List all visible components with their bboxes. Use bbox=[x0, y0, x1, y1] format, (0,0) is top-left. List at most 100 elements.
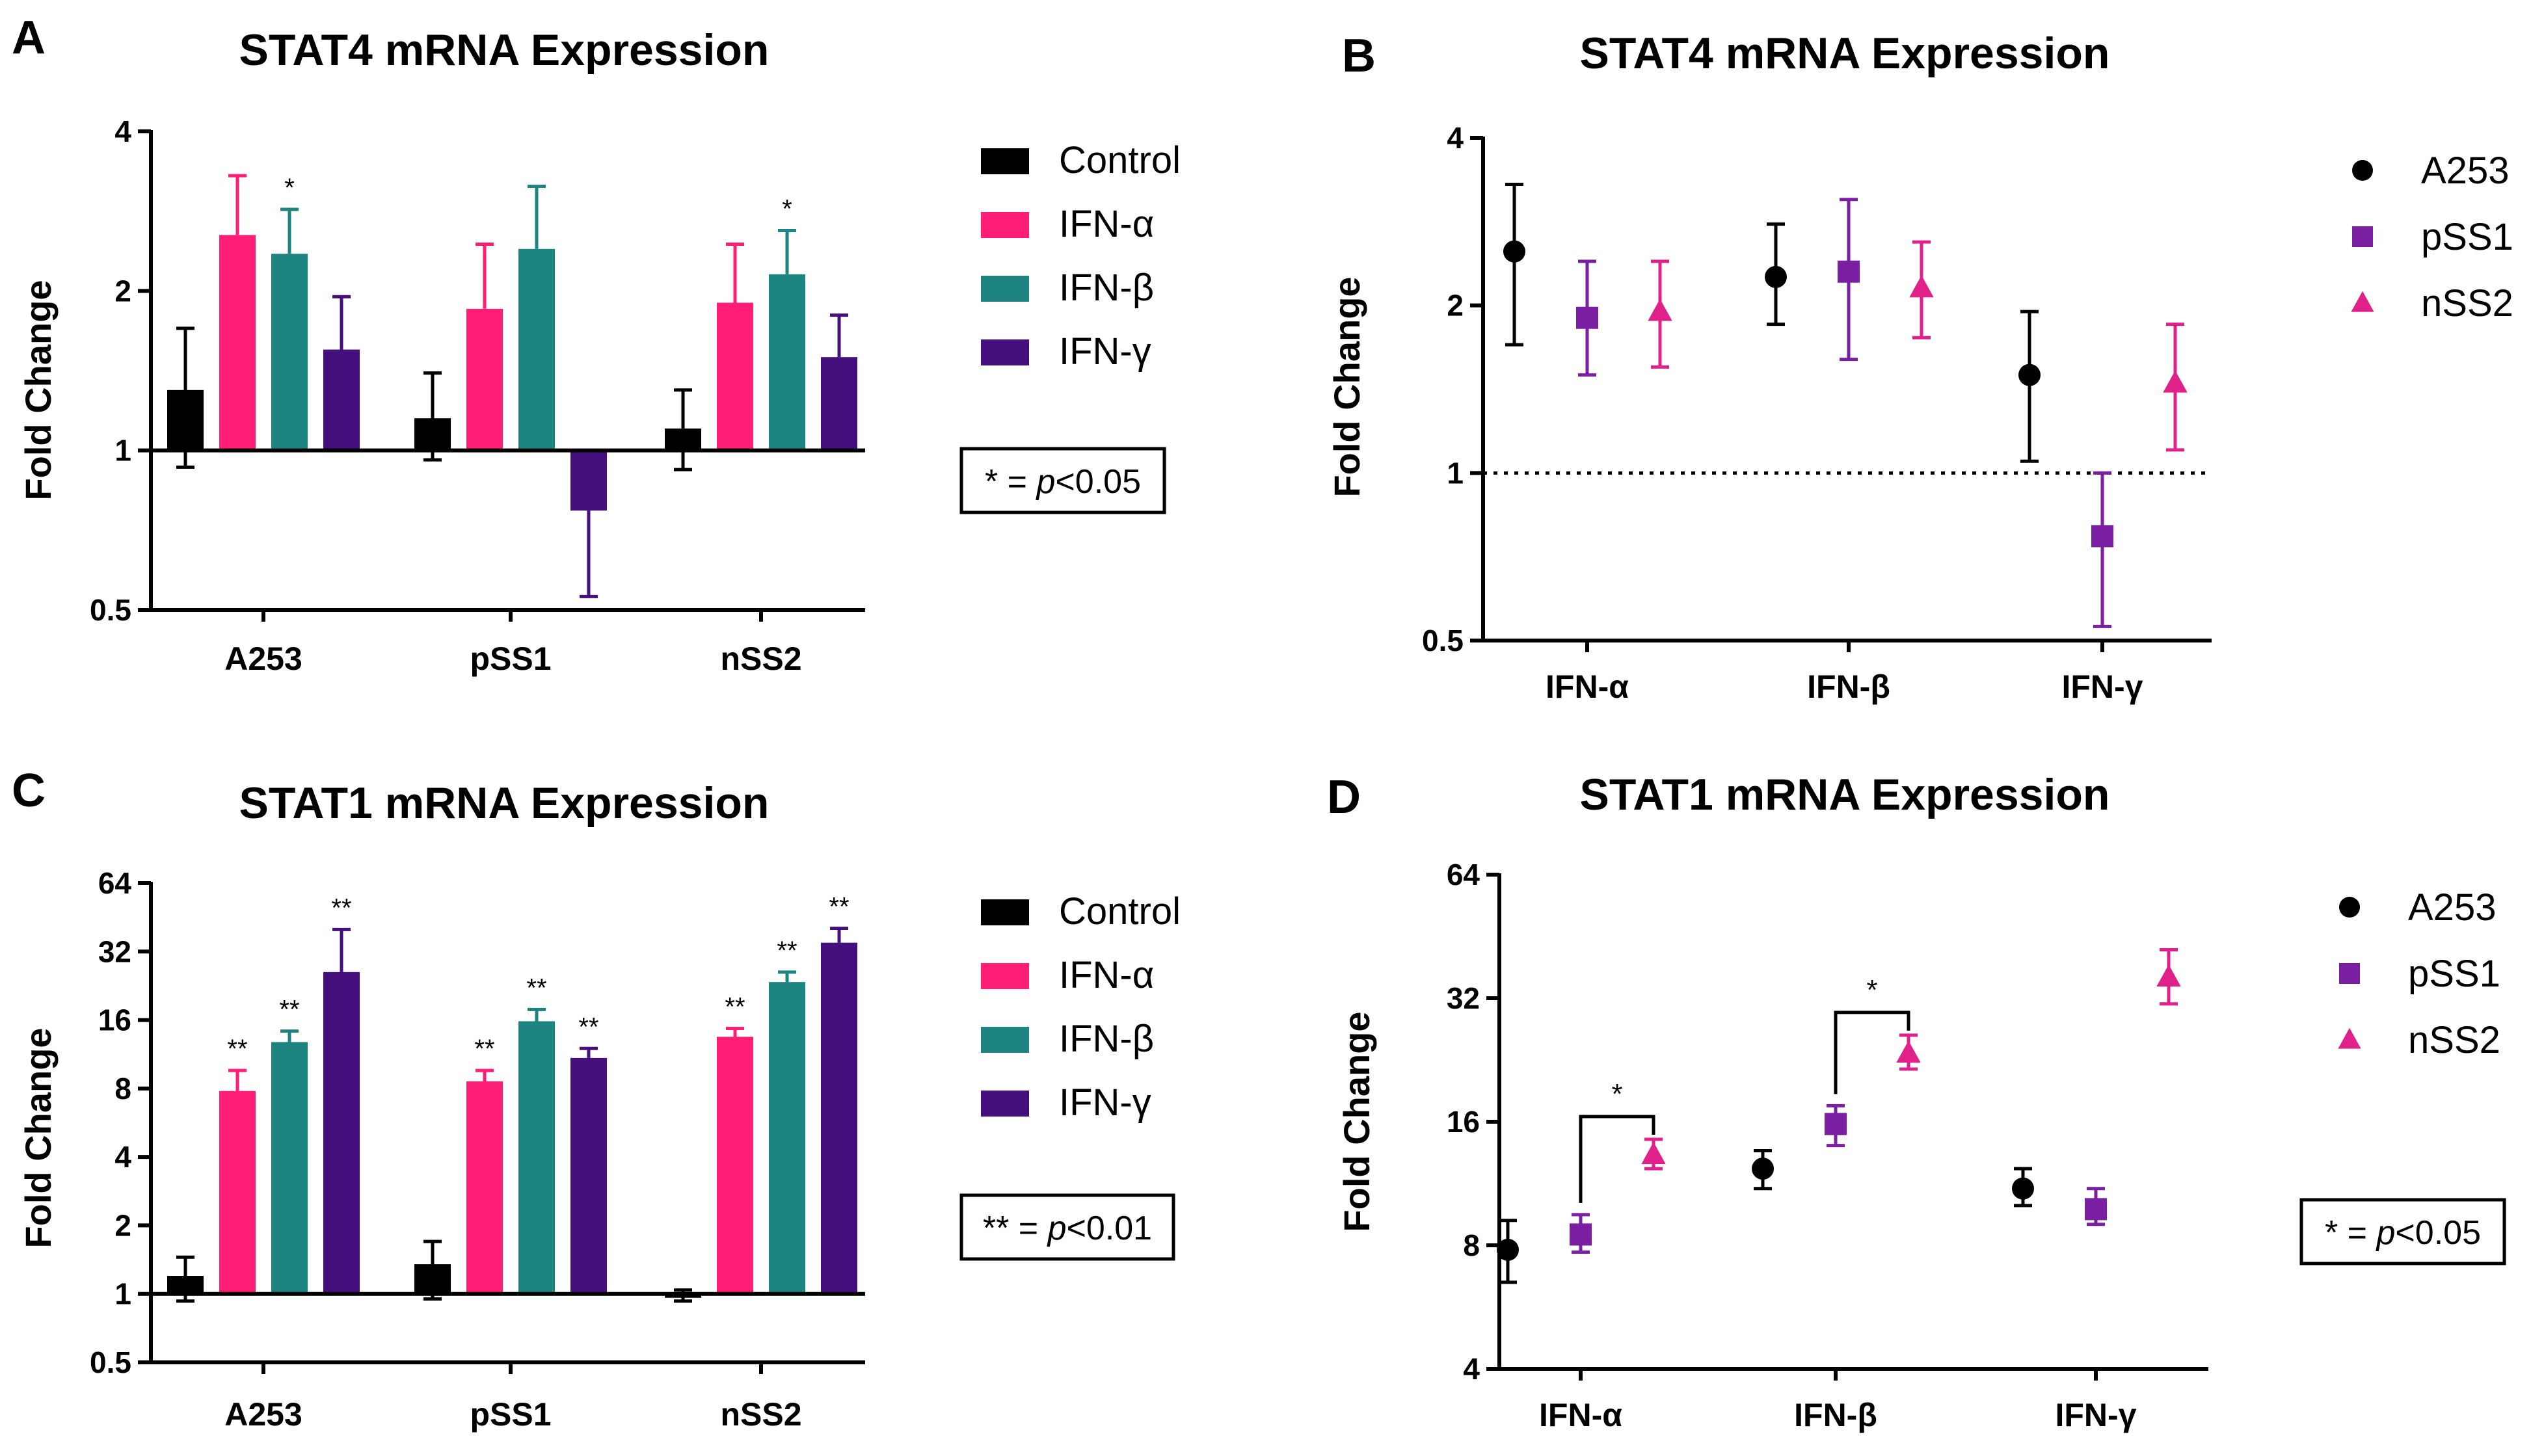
legend-label: Control bbox=[1059, 890, 1181, 933]
panel-a: A STAT4 mRNA Expression Fold Change * * 0.… bbox=[12, 12, 1181, 677]
y-tick-label: 4 bbox=[114, 1140, 131, 1174]
y-tick-label: 2 bbox=[114, 1208, 131, 1242]
point-marker bbox=[2018, 364, 2041, 386]
point-marker bbox=[2156, 964, 2181, 987]
x-tick-label: IFN-β bbox=[1807, 668, 1890, 705]
significance-mark: * bbox=[284, 174, 295, 202]
legend-label: A253 bbox=[2421, 150, 2509, 192]
legend: Control IFN-α IFN-β IFN-γ bbox=[981, 139, 1181, 373]
point-marker bbox=[2352, 160, 2373, 181]
significance-key: ** = p<0.01 bbox=[959, 1193, 1175, 1261]
point-marker bbox=[1909, 275, 1934, 298]
bar bbox=[717, 302, 753, 451]
point-marker bbox=[1825, 1113, 1847, 1135]
y-tick-label: 0.5 bbox=[90, 593, 131, 627]
point-marker bbox=[2339, 897, 2360, 918]
y-tick-label: 4 bbox=[1463, 1352, 1480, 1386]
significance-key-text: * = p<0.05 bbox=[2325, 1214, 2481, 1252]
legend-swatch bbox=[981, 1091, 1029, 1117]
point-marker bbox=[2351, 291, 2374, 312]
bar bbox=[271, 1042, 308, 1294]
point-marker bbox=[1648, 298, 1672, 321]
significance-mark: ** bbox=[777, 936, 797, 965]
significance-mark: ** bbox=[526, 973, 546, 1002]
significance-mark: ** bbox=[331, 893, 351, 922]
significance-key-text: * = p<0.05 bbox=[985, 463, 1141, 501]
point-marker bbox=[1641, 1142, 1666, 1165]
legend-label: A253 bbox=[2408, 886, 2496, 929]
y-tick-label: 1 bbox=[114, 434, 131, 468]
bar bbox=[466, 1081, 503, 1294]
legend-swatch bbox=[981, 899, 1029, 925]
plot-area: ** ** ** ** ** ** ** ** ** 0.5 1 2 4 8 16 32 64 A253 pSS1 n… bbox=[90, 866, 865, 1433]
panel-letter: A bbox=[12, 12, 46, 64]
point-marker bbox=[2338, 1027, 2361, 1049]
point-marker bbox=[2012, 1177, 2034, 1200]
panel-letter: C bbox=[12, 765, 46, 817]
significance-bracket bbox=[1834, 1011, 1910, 1094]
legend-label: IFN-β bbox=[1059, 1018, 1154, 1060]
y-tick-label: 32 bbox=[98, 934, 131, 968]
y-tick-label: 4 bbox=[114, 114, 131, 148]
significance-mark: ** bbox=[227, 1035, 247, 1063]
significance-mark: ** bbox=[474, 1035, 494, 1063]
x-tick-label: IFN-γ bbox=[2056, 1397, 2137, 1433]
y-axis-label: Fold Change bbox=[1326, 276, 1367, 497]
legend-swatch bbox=[981, 339, 1029, 365]
y-tick-label: 2 bbox=[1447, 289, 1464, 323]
point-marker bbox=[1497, 1238, 1519, 1261]
legend-label: IFN-γ bbox=[1059, 330, 1151, 373]
panel-b: B STAT4 mRNA Expression Fold Change 0.5 1… bbox=[1326, 29, 2513, 705]
legend-label: IFN-α bbox=[1059, 954, 1154, 996]
plot-area: 0.5 1 2 4 IFN-α IFN-β IFN-γ bbox=[1422, 121, 2212, 705]
panel-c: C STAT1 mRNA Expression Fold Change ** **… bbox=[12, 765, 1181, 1433]
panel-d: D STAT1 mRNA Expression Fold Change * * 4 8… bbox=[1327, 770, 2506, 1433]
y-tick-label: 16 bbox=[98, 1003, 131, 1037]
y-tick-label: 0.5 bbox=[90, 1345, 131, 1379]
legend-label: IFN-α bbox=[1059, 203, 1154, 245]
point-marker bbox=[2352, 226, 2373, 247]
x-tick-label: A253 bbox=[224, 1396, 302, 1433]
bar bbox=[821, 942, 857, 1294]
chart-title: STAT4 mRNA Expression bbox=[239, 25, 770, 75]
y-tick-label: 2 bbox=[114, 274, 131, 308]
legend-label: IFN-β bbox=[1059, 267, 1154, 309]
point-marker bbox=[1503, 240, 1525, 263]
y-axis-label: Fold Change bbox=[1336, 1011, 1377, 1232]
bar bbox=[323, 349, 360, 451]
y-tick-label: 0.5 bbox=[1422, 624, 1464, 657]
significance-mark: * bbox=[1866, 974, 1877, 1006]
bar bbox=[518, 1021, 555, 1294]
legend-label: nSS2 bbox=[2421, 282, 2513, 324]
bar bbox=[570, 1057, 607, 1294]
legend-label: nSS2 bbox=[2408, 1019, 2500, 1061]
point-marker bbox=[1838, 260, 1860, 283]
y-axis-label: Fold Change bbox=[18, 1027, 59, 1248]
significance-mark: ** bbox=[578, 1013, 598, 1041]
x-tick-label: IFN-β bbox=[1794, 1397, 1877, 1433]
legend-label: IFN-γ bbox=[1059, 1081, 1151, 1124]
bar bbox=[821, 357, 857, 451]
chart-title: STAT1 mRNA Expression bbox=[1580, 770, 2110, 819]
y-tick-label: 16 bbox=[1447, 1105, 1480, 1139]
point-marker bbox=[1576, 306, 1598, 329]
point-marker bbox=[1765, 265, 1787, 288]
y-tick-label: 4 bbox=[1447, 121, 1464, 155]
significance-key-box bbox=[959, 447, 1166, 514]
bar bbox=[219, 235, 256, 451]
bar bbox=[717, 1037, 753, 1294]
x-tick-label: A253 bbox=[224, 641, 302, 677]
point-marker bbox=[2091, 525, 2113, 548]
bar bbox=[219, 1091, 256, 1294]
significance-key: * = p<0.05 bbox=[959, 447, 1166, 514]
chart-title: STAT1 mRNA Expression bbox=[239, 778, 770, 828]
y-tick-label: 8 bbox=[1463, 1228, 1480, 1262]
significance-mark: ** bbox=[829, 893, 849, 921]
significance-mark: ** bbox=[279, 996, 299, 1024]
x-tick-label: IFN-γ bbox=[2062, 668, 2143, 705]
point-marker bbox=[2163, 370, 2188, 393]
y-tick-label: 1 bbox=[114, 1277, 131, 1311]
legend-swatch bbox=[981, 148, 1029, 174]
legend-swatch bbox=[981, 212, 1029, 238]
